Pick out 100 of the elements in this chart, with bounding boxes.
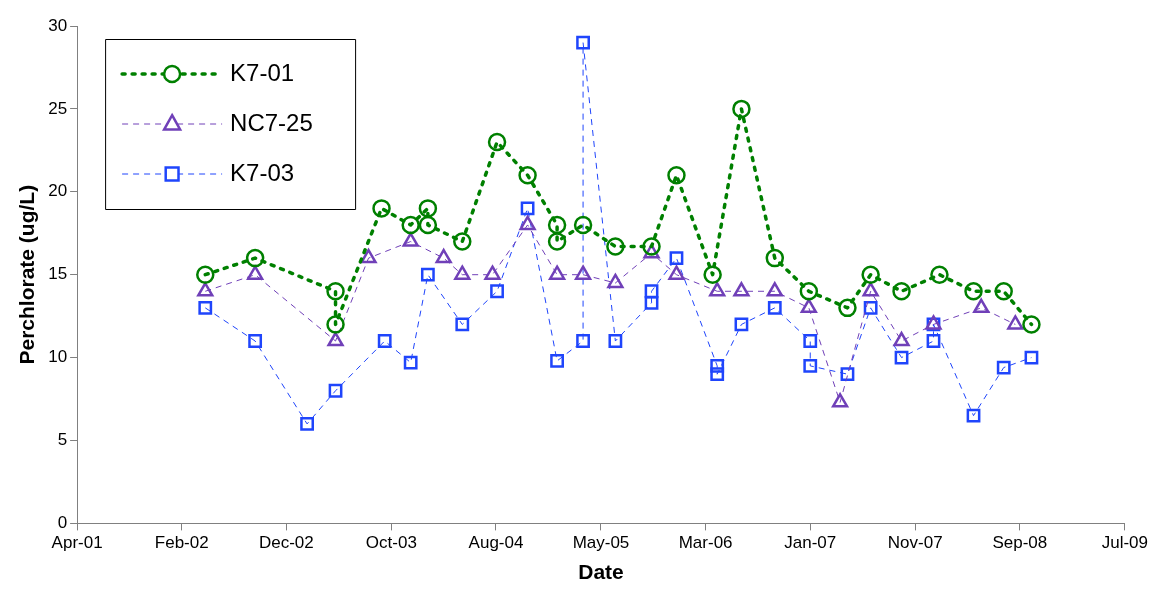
point xyxy=(994,282,1013,301)
point xyxy=(703,265,722,284)
point xyxy=(838,298,857,318)
point xyxy=(401,215,420,235)
point xyxy=(732,99,751,119)
point xyxy=(547,232,567,251)
x-tick-label: Mar-06 xyxy=(678,533,733,553)
point xyxy=(892,282,911,301)
point xyxy=(418,199,438,218)
point xyxy=(484,265,501,280)
point xyxy=(733,282,750,297)
point xyxy=(520,201,535,216)
point xyxy=(966,408,981,423)
point xyxy=(973,298,990,314)
point xyxy=(734,317,749,332)
point xyxy=(1022,315,1041,334)
point xyxy=(245,248,265,268)
legend-label: NC7-25 xyxy=(230,108,313,136)
x-axis-title: Date xyxy=(578,560,624,584)
point xyxy=(1007,315,1024,330)
point xyxy=(454,265,471,280)
point xyxy=(863,300,878,315)
point xyxy=(996,360,1011,375)
x-tick-label: Feb-02 xyxy=(154,533,209,553)
point xyxy=(453,232,472,251)
point xyxy=(800,298,818,314)
x-tick-label: Sep-08 xyxy=(992,533,1048,553)
point xyxy=(372,199,391,218)
point xyxy=(765,248,785,268)
point xyxy=(326,315,345,334)
point xyxy=(766,282,783,297)
point xyxy=(547,215,567,235)
point xyxy=(490,284,504,299)
point xyxy=(576,334,590,348)
y-tick-label: 5 xyxy=(57,430,68,450)
point xyxy=(487,132,507,152)
point xyxy=(519,215,536,231)
point xyxy=(402,232,419,247)
point xyxy=(328,383,343,398)
point xyxy=(455,317,470,332)
point xyxy=(198,300,213,315)
x-tick-label: May-05 xyxy=(572,533,630,553)
point xyxy=(861,265,880,284)
y-tick-label: 25 xyxy=(48,98,68,118)
point xyxy=(926,334,941,348)
point xyxy=(668,265,685,280)
point xyxy=(518,165,537,185)
point xyxy=(573,215,593,235)
point xyxy=(435,248,452,264)
point xyxy=(1024,350,1039,365)
y-axis-title: Perchlorate (ug/L) xyxy=(15,184,39,365)
x-tick-label: Apr-01 xyxy=(51,533,103,553)
point xyxy=(246,265,264,280)
point xyxy=(799,282,819,301)
x-tick-label: Jan-07 xyxy=(784,533,837,553)
point xyxy=(767,300,782,315)
point xyxy=(196,265,215,284)
y-tick-label: 30 xyxy=(48,15,68,35)
point xyxy=(403,355,418,370)
point xyxy=(420,267,435,282)
point xyxy=(803,334,818,348)
point xyxy=(803,358,818,373)
point xyxy=(667,165,686,185)
y-tick-label: 10 xyxy=(48,347,68,367)
point xyxy=(644,284,659,299)
point xyxy=(710,358,725,373)
point xyxy=(326,282,345,301)
point xyxy=(894,350,909,365)
x-tick-label: Nov-07 xyxy=(887,533,943,553)
point xyxy=(360,248,377,264)
x-tick-label: Oct-03 xyxy=(365,533,417,553)
point xyxy=(576,35,590,50)
point xyxy=(930,265,949,284)
point xyxy=(642,237,661,256)
point xyxy=(644,295,659,310)
point xyxy=(710,367,725,382)
point xyxy=(964,282,983,301)
y-tick-label: 20 xyxy=(48,181,68,201)
point xyxy=(197,282,214,297)
point xyxy=(377,334,392,348)
point xyxy=(550,354,564,368)
point xyxy=(548,265,566,280)
point xyxy=(893,331,910,347)
point xyxy=(608,334,623,348)
legend-label: K7-03 xyxy=(230,158,295,186)
point xyxy=(669,251,684,266)
y-tick-label: 0 xyxy=(57,513,68,533)
point xyxy=(300,417,314,431)
x-tick-label: Aug-04 xyxy=(468,533,524,553)
point xyxy=(248,334,263,348)
point xyxy=(862,282,879,297)
x-tick-label: Dec-02 xyxy=(258,533,314,553)
point xyxy=(418,215,438,235)
point xyxy=(574,265,592,280)
point xyxy=(831,393,849,408)
point xyxy=(327,331,344,347)
point xyxy=(709,282,726,297)
x-tick-label: Jul-09 xyxy=(1101,533,1149,553)
point xyxy=(606,237,625,256)
point xyxy=(840,367,855,382)
